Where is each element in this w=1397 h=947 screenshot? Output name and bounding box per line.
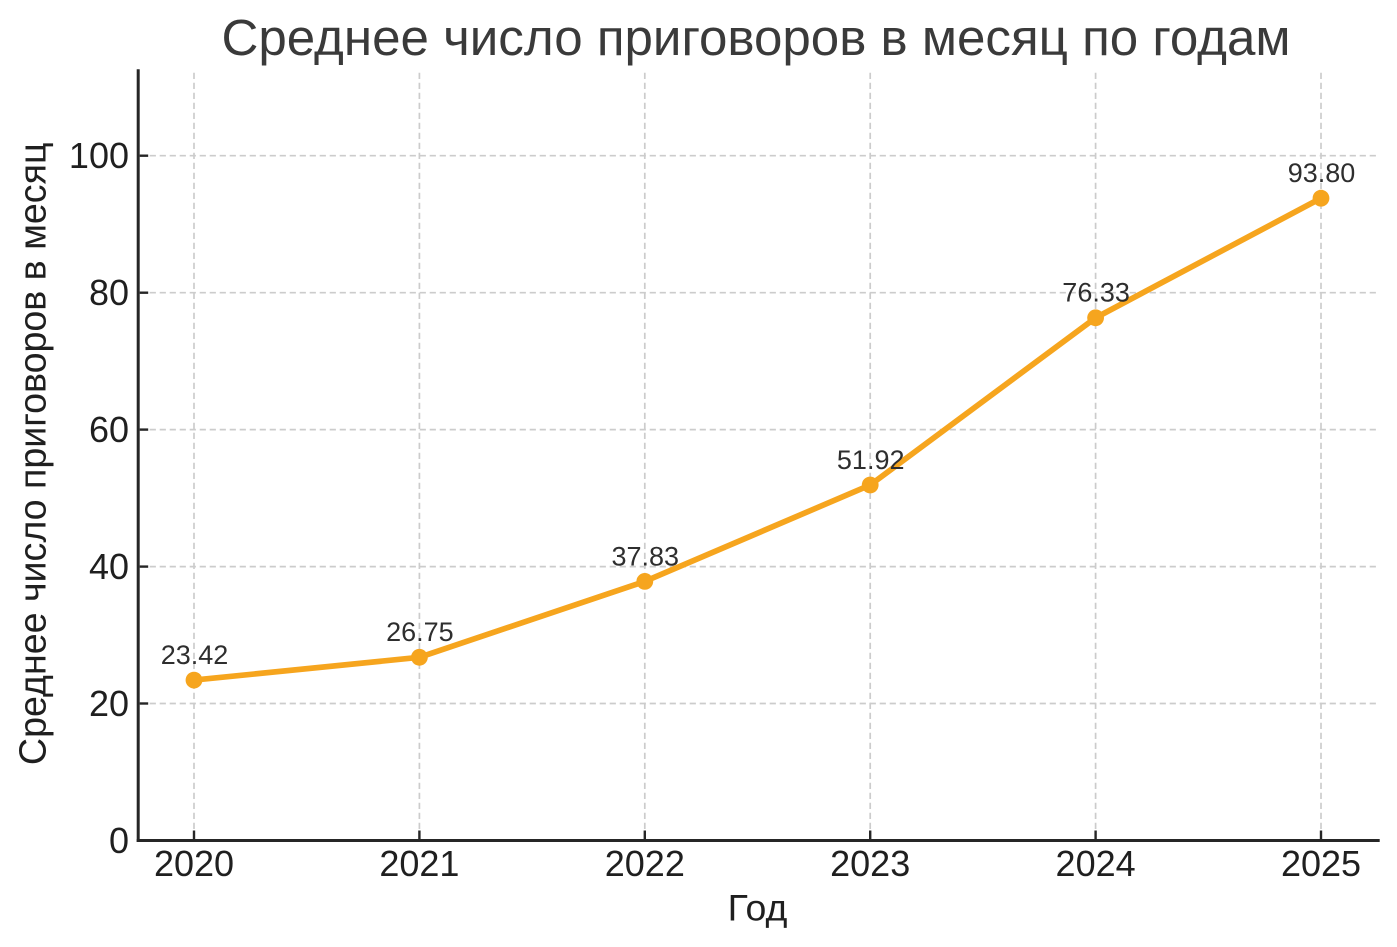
svg-text:2023: 2023 <box>830 843 910 884</box>
svg-text:2022: 2022 <box>605 843 685 884</box>
svg-text:0: 0 <box>109 820 129 861</box>
svg-text:2024: 2024 <box>1056 843 1136 884</box>
svg-text:Год: Год <box>728 887 788 929</box>
svg-text:80: 80 <box>89 272 129 313</box>
svg-text:60: 60 <box>89 409 129 450</box>
svg-text:100: 100 <box>69 135 129 176</box>
svg-text:93.80: 93.80 <box>1288 158 1356 188</box>
svg-text:2025: 2025 <box>1281 843 1361 884</box>
svg-text:2021: 2021 <box>379 843 459 884</box>
svg-text:20: 20 <box>89 683 129 724</box>
svg-text:26.75: 26.75 <box>386 617 454 647</box>
svg-text:23.42: 23.42 <box>161 640 229 670</box>
svg-text:76.33: 76.33 <box>1062 278 1130 308</box>
svg-text:Среднее число приговоров в мес: Среднее число приговоров в месяц по года… <box>221 9 1290 66</box>
svg-text:2020: 2020 <box>154 843 234 884</box>
svg-text:40: 40 <box>89 546 129 587</box>
svg-text:51.92: 51.92 <box>837 445 905 475</box>
svg-text:37.83: 37.83 <box>612 541 680 571</box>
svg-text:Среднее число приговоров в мес: Среднее число приговоров в месяц <box>12 143 54 766</box>
